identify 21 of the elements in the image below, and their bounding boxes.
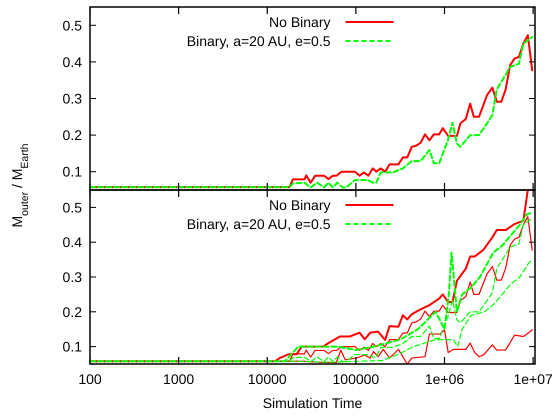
y-tick-label: 0.5 — [62, 17, 82, 34]
y-tick-label: 0.3 — [62, 90, 82, 106]
y-tick-label: 0.4 — [62, 234, 82, 250]
y-tick-label: 0.4 — [62, 54, 82, 70]
y-tick-label: 0.2 — [62, 304, 82, 320]
x-tick-label: 1e+07 — [513, 371, 553, 387]
legend-label: No Binary — [269, 14, 330, 30]
legend-label: Binary, a=20 AU, e=0.5 — [186, 216, 331, 232]
y-tick-label: 0.1 — [62, 164, 82, 180]
y-tick-label: 0.3 — [62, 269, 82, 285]
y-tick-label: 0.1 — [62, 338, 82, 355]
x-axis-title: Simulation Time — [262, 395, 363, 411]
legend-label: No Binary — [269, 197, 330, 213]
x-tick-label: 10000 — [248, 371, 287, 387]
x-tick-label: 100000 — [332, 371, 380, 387]
legend-label: Binary, a=20 AU, e=0.5 — [186, 33, 331, 49]
y-tick-label: 0.2 — [62, 127, 82, 144]
x-tick-label: 1e+06 — [424, 371, 464, 387]
x-tick-label: 1000 — [163, 371, 194, 387]
y-tick-label: 0.5 — [62, 199, 82, 216]
x-tick-label: 100 — [78, 371, 102, 387]
